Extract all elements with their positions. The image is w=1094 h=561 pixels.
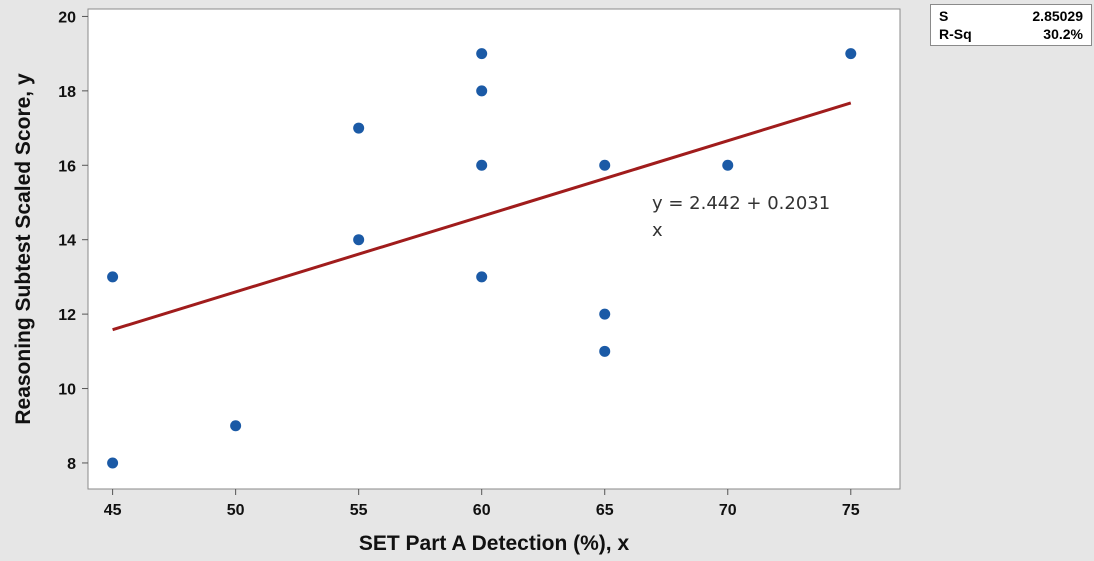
x-tick-label: 65 [596,502,614,519]
x-axis-label: SET Part A Detection (%), x [359,532,630,555]
y-tick-label: 12 [58,307,76,324]
data-point [599,345,611,357]
y-tick-label: 10 [58,382,76,399]
model-summary-box: S 2.85029 R-Sq 30.2% [930,4,1092,46]
y-tick-label: 18 [58,84,76,101]
regression-line [112,101,852,332]
axis-ticks: 45 50 55 60 65 70 75 8 10 12 14 16 18 20 [58,9,860,519]
x-tick-label: 45 [104,502,122,519]
data-point [107,457,119,469]
s-label: S [939,8,949,24]
regression-line-group [112,101,852,332]
data-point [353,234,365,246]
x-tick-label: 60 [473,502,491,519]
rsq-value: 30.2% [1043,26,1083,42]
y-tick-label: 8 [67,456,76,473]
y-axis-label: Reasoning Subtest Scaled Score, y [12,73,35,425]
data-point [353,122,365,134]
x-tick-label: 75 [842,502,860,519]
rsq-label: R-Sq [939,26,972,42]
y-tick-label: 16 [58,158,76,175]
equation-line-2: x [652,220,663,241]
data-point [476,271,488,283]
data-point [845,48,857,60]
data-point [107,271,119,283]
y-tick-label: 20 [58,9,76,26]
y-tick-label: 14 [58,233,76,250]
stats-row-rsq: R-Sq 30.2% [939,26,1083,44]
data-point [599,159,611,171]
x-tick-label: 50 [227,502,245,519]
x-tick-label: 70 [719,502,737,519]
data-point [476,48,488,60]
data-point [230,420,242,432]
s-value: 2.85029 [1032,8,1083,24]
equation-line-1: y = 2.442 + 0.2031 [652,193,830,214]
data-point [476,159,488,171]
stats-row-s: S 2.85029 [939,8,1083,26]
data-point [476,85,488,97]
data-point [599,308,611,320]
data-point [722,159,734,171]
plot-area [87,8,901,490]
data-points [107,48,857,469]
x-tick-label: 55 [350,502,368,519]
